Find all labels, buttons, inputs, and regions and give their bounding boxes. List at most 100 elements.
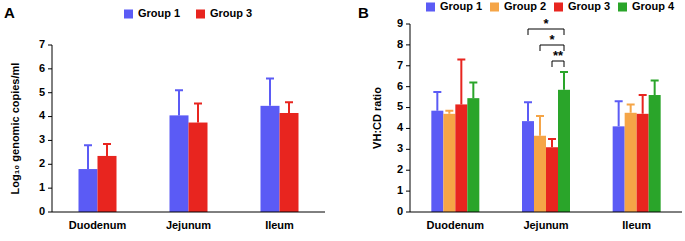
- y-tick-label: 3: [397, 142, 403, 154]
- legend-label: Group 1: [440, 0, 482, 12]
- y-tick-label: 4: [39, 109, 46, 121]
- legend-swatch: [490, 3, 499, 12]
- bar: [280, 113, 299, 212]
- y-tick-label: 5: [397, 100, 403, 112]
- panel-label: A: [4, 4, 15, 21]
- y-axis-label: Log₁₀ genomic copies/ml: [9, 63, 21, 195]
- error-bar: [175, 90, 183, 115]
- bar: [649, 95, 661, 212]
- y-axis-label: VH:CD ratio: [371, 87, 383, 149]
- bar: [546, 147, 558, 212]
- bar: [261, 106, 280, 212]
- y-tick-label: 9: [397, 17, 403, 29]
- bar: [467, 98, 479, 212]
- y-tick: [406, 44, 410, 45]
- error-bar: [194, 103, 202, 122]
- y-tick-label: 1: [39, 181, 45, 193]
- error-bar: [266, 78, 274, 105]
- error-bar: [433, 92, 441, 111]
- y-axis: [410, 24, 411, 212]
- y-tick-label: 7: [397, 59, 403, 71]
- legend-swatch: [618, 3, 627, 12]
- y-tick-label: 4: [397, 121, 404, 133]
- y-tick: [406, 86, 410, 87]
- bar: [613, 126, 625, 212]
- y-tick-label: 8: [397, 38, 403, 50]
- y-tick: [406, 128, 410, 129]
- plot-area: [79, 78, 299, 212]
- legend-label: Group 4: [632, 0, 675, 12]
- bar: [625, 113, 637, 212]
- error-bar: [651, 80, 659, 95]
- legend-label: Group 1: [138, 7, 180, 19]
- y-tick: [406, 212, 410, 213]
- error-bar: [524, 102, 532, 121]
- y-tick: [406, 107, 410, 108]
- y-tick: [406, 65, 410, 66]
- error-bar: [639, 95, 647, 114]
- y-tick-label: 7: [39, 38, 45, 50]
- error-bar: [615, 101, 623, 126]
- y-tick-label: 0: [397, 205, 403, 217]
- y-tick-label: 2: [39, 157, 45, 169]
- y-tick: [48, 116, 52, 117]
- y-tick-label: 1: [397, 184, 403, 196]
- bar: [170, 115, 189, 212]
- x-tick-label: Jejunum: [523, 219, 568, 231]
- y-tick-label: 3: [39, 133, 45, 145]
- error-bar: [457, 60, 465, 105]
- y-tick-label: 6: [39, 62, 45, 74]
- bar: [443, 114, 455, 212]
- panel-label: B: [358, 4, 369, 21]
- error-bar: [103, 144, 111, 156]
- y-tick: [48, 140, 52, 141]
- bar: [558, 90, 570, 212]
- y-tick: [48, 68, 52, 69]
- y-tick: [48, 45, 52, 46]
- error-bar: [627, 104, 635, 112]
- x-axis: [410, 212, 682, 213]
- error-bar: [560, 72, 568, 90]
- y-tick: [48, 188, 52, 189]
- error-bar: [469, 82, 477, 98]
- x-tick-label: Duodenum: [69, 219, 127, 231]
- error-bar: [285, 102, 293, 113]
- error-bar: [84, 145, 92, 169]
- y-tick-label: 6: [397, 80, 403, 92]
- y-tick: [48, 164, 52, 165]
- error-bar: [536, 116, 544, 136]
- bar: [522, 121, 534, 212]
- y-tick-label: 5: [39, 86, 45, 98]
- plot-area: [431, 60, 660, 212]
- y-tick: [48, 212, 52, 213]
- significance-label: **: [553, 48, 564, 63]
- x-tick-label: Ileum: [622, 219, 651, 231]
- error-bar: [445, 111, 453, 114]
- legend-swatch: [554, 3, 563, 12]
- bar: [79, 169, 98, 212]
- bar: [534, 136, 546, 212]
- y-tick: [406, 191, 410, 192]
- legend-swatch: [426, 3, 435, 12]
- bar: [98, 156, 117, 212]
- legend-label: Group 3: [568, 0, 610, 12]
- y-tick-label: 0: [39, 205, 45, 217]
- significance-label: *: [543, 16, 549, 31]
- y-tick: [406, 149, 410, 150]
- figure: A Log₁₀ genomic copies/ml 0 1 2 3 4 5 6 7 Duodenum…: [0, 0, 685, 241]
- y-axis: [52, 45, 53, 212]
- legend-label: Group 2: [504, 0, 546, 12]
- legend-label: Group 3: [210, 7, 252, 19]
- x-tick-label: Duodenum: [427, 219, 485, 231]
- y-tick: [406, 170, 410, 171]
- legend-swatch: [124, 10, 133, 19]
- legend-swatch: [196, 10, 205, 19]
- error-bar: [548, 139, 556, 147]
- significance-label: *: [549, 32, 555, 47]
- bar: [431, 111, 443, 212]
- x-tick-label: Jejunum: [166, 219, 211, 231]
- y-tick: [406, 24, 410, 25]
- bar: [455, 104, 467, 212]
- x-tick-label: Ileum: [265, 219, 294, 231]
- y-tick: [48, 92, 52, 93]
